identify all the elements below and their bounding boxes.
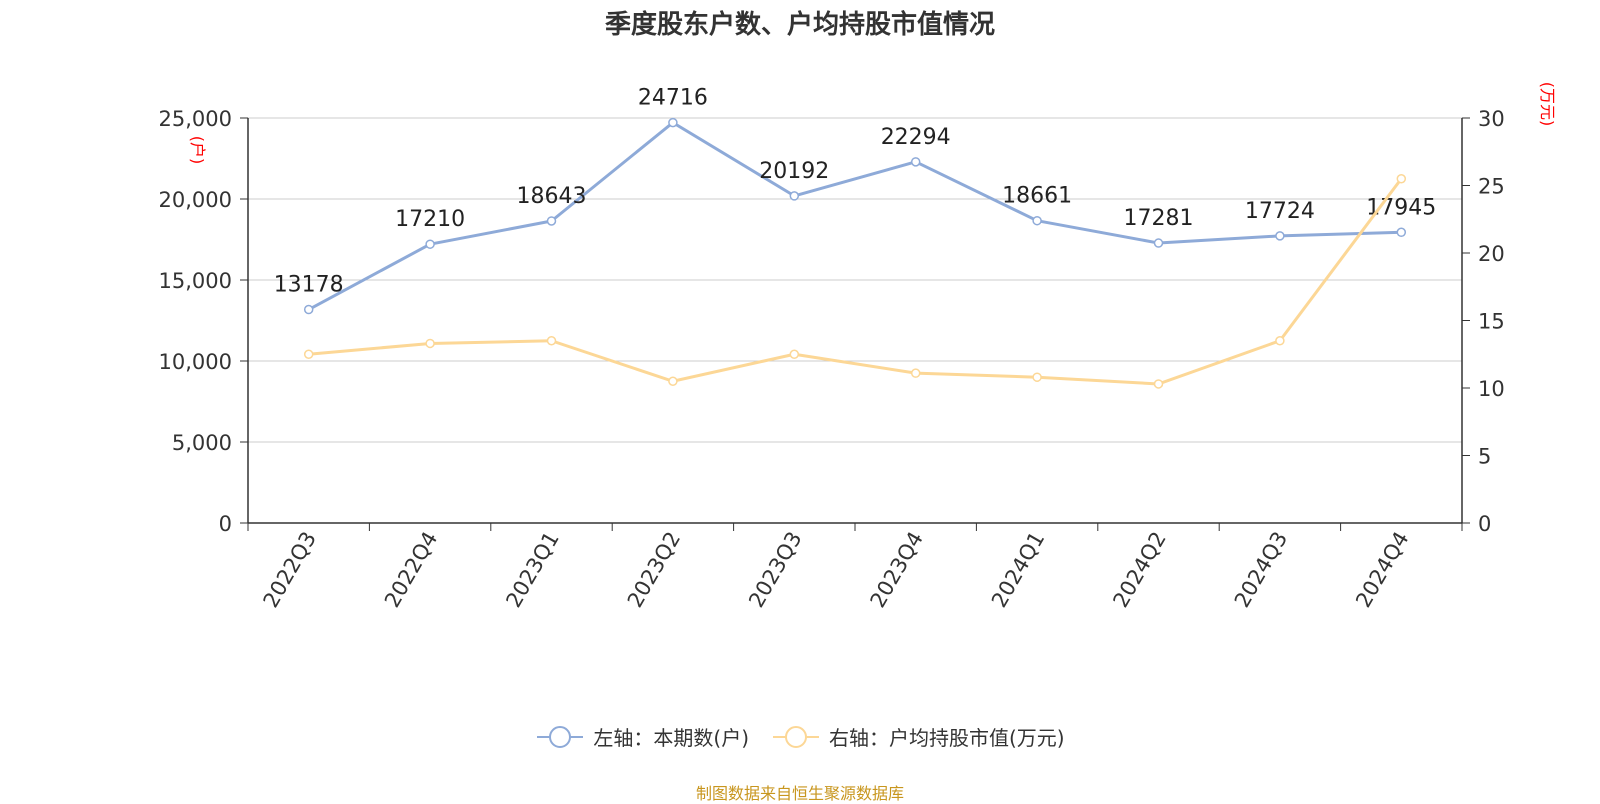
- right-axis-unit-label: (万元): [1538, 82, 1557, 127]
- data-label: 18643: [517, 184, 587, 209]
- data-point-left: [910, 157, 921, 167]
- data-point-left: [1032, 215, 1042, 226]
- x-axis-tick-label: 2023Q4: [866, 528, 928, 612]
- data-point-left: [1396, 227, 1407, 238]
- source-footer: 制图数据来自恒生聚源数据库: [695, 784, 904, 803]
- legend-right-series-icon: [773, 725, 819, 748]
- legend-left-series-icon: [537, 725, 584, 748]
- right-axis-tick-label: 15: [1478, 310, 1505, 334]
- x-axis-tick-label: 2024Q2: [1108, 528, 1170, 612]
- data-label: 18661: [1002, 184, 1072, 209]
- data-label: 17945: [1366, 195, 1436, 220]
- left-axis-tick-label: 20,000: [159, 188, 232, 212]
- data-point-right: [303, 349, 314, 359]
- data-point-right: [789, 349, 800, 359]
- data-point-left: [1153, 238, 1164, 248]
- data-label: 17281: [1124, 206, 1194, 231]
- legend: 左轴：本期数(户) 右轴：户均持股市值(万元): [0, 722, 1600, 751]
- left-axis-unit-label: (户): [188, 136, 207, 165]
- x-axis-tick-label: 2024Q1: [987, 528, 1049, 612]
- legend-item-right-series[interactable]: 右轴：户均持股市值(万元): [771, 722, 1065, 751]
- data-label: 20192: [759, 159, 829, 184]
- right-axis-tick-label: 25: [1478, 175, 1505, 199]
- data-point-left: [303, 304, 314, 315]
- data-point-right: [546, 336, 557, 346]
- data-label: 17210: [395, 207, 465, 232]
- left-axis-tick-label: 0: [219, 512, 232, 536]
- data-point-right: [910, 368, 921, 378]
- data-point-right: [425, 338, 435, 349]
- legend-item-left-series[interactable]: 左轴：本期数(户): [535, 722, 749, 751]
- data-point-left: [425, 239, 435, 249]
- data-point-right: [1396, 174, 1407, 184]
- right-axis-tick-label: 10: [1478, 377, 1505, 401]
- data-point-left: [789, 191, 800, 201]
- chart-title: 季度股东户数、户均持股市值情况: [604, 10, 995, 40]
- left-axis-tick-label: 15,000: [159, 269, 232, 293]
- series-line-right: [308, 177, 1403, 386]
- data-point-right: [668, 376, 678, 386]
- legend-right-series-label: 右轴：户均持股市值(万元): [829, 726, 1065, 750]
- data-label: 13178: [274, 273, 344, 298]
- data-label: 24716: [638, 86, 708, 111]
- x-axis-tick-label: 2023Q2: [623, 528, 685, 612]
- data-point-right: [1275, 336, 1285, 346]
- series-line-left: [307, 121, 1402, 311]
- right-axis-tick-label: 5: [1478, 445, 1491, 469]
- x-axis-tick-label: 2022Q3: [259, 528, 321, 612]
- data-label: 22294: [881, 125, 951, 150]
- x-axis-tick-label: 2024Q3: [1230, 528, 1292, 612]
- data-point-left: [546, 216, 557, 226]
- left-axis-tick-label: 25,000: [159, 107, 232, 131]
- data-point-right: [1153, 379, 1164, 389]
- left-axis-tick-label: 10,000: [159, 350, 232, 374]
- right-axis-tick-label: 0: [1478, 512, 1491, 536]
- right-axis-tick-label: 20: [1478, 242, 1505, 266]
- x-axis-tick-label: 2024Q4: [1351, 528, 1413, 612]
- left-axis-tick-label: 5,000: [172, 431, 232, 455]
- line-chart: 0 5,000 10,000 15,000 20,000 25,000 0 5 10 15 20 25…: [159, 82, 1557, 612]
- x-axis-tick-label: 2022Q4: [380, 528, 442, 612]
- x-axis-tick-label: 2023Q3: [744, 528, 806, 612]
- legend-left-series-label: 左轴：本期数(户): [593, 726, 749, 750]
- x-axis-tick-label: 2023Q1: [501, 528, 563, 612]
- data-point-left: [668, 117, 678, 128]
- right-axis-tick-label: 30: [1478, 107, 1505, 131]
- data-label: 17724: [1245, 199, 1315, 224]
- data-point-right: [1032, 372, 1042, 382]
- data-point-left: [1275, 231, 1285, 241]
